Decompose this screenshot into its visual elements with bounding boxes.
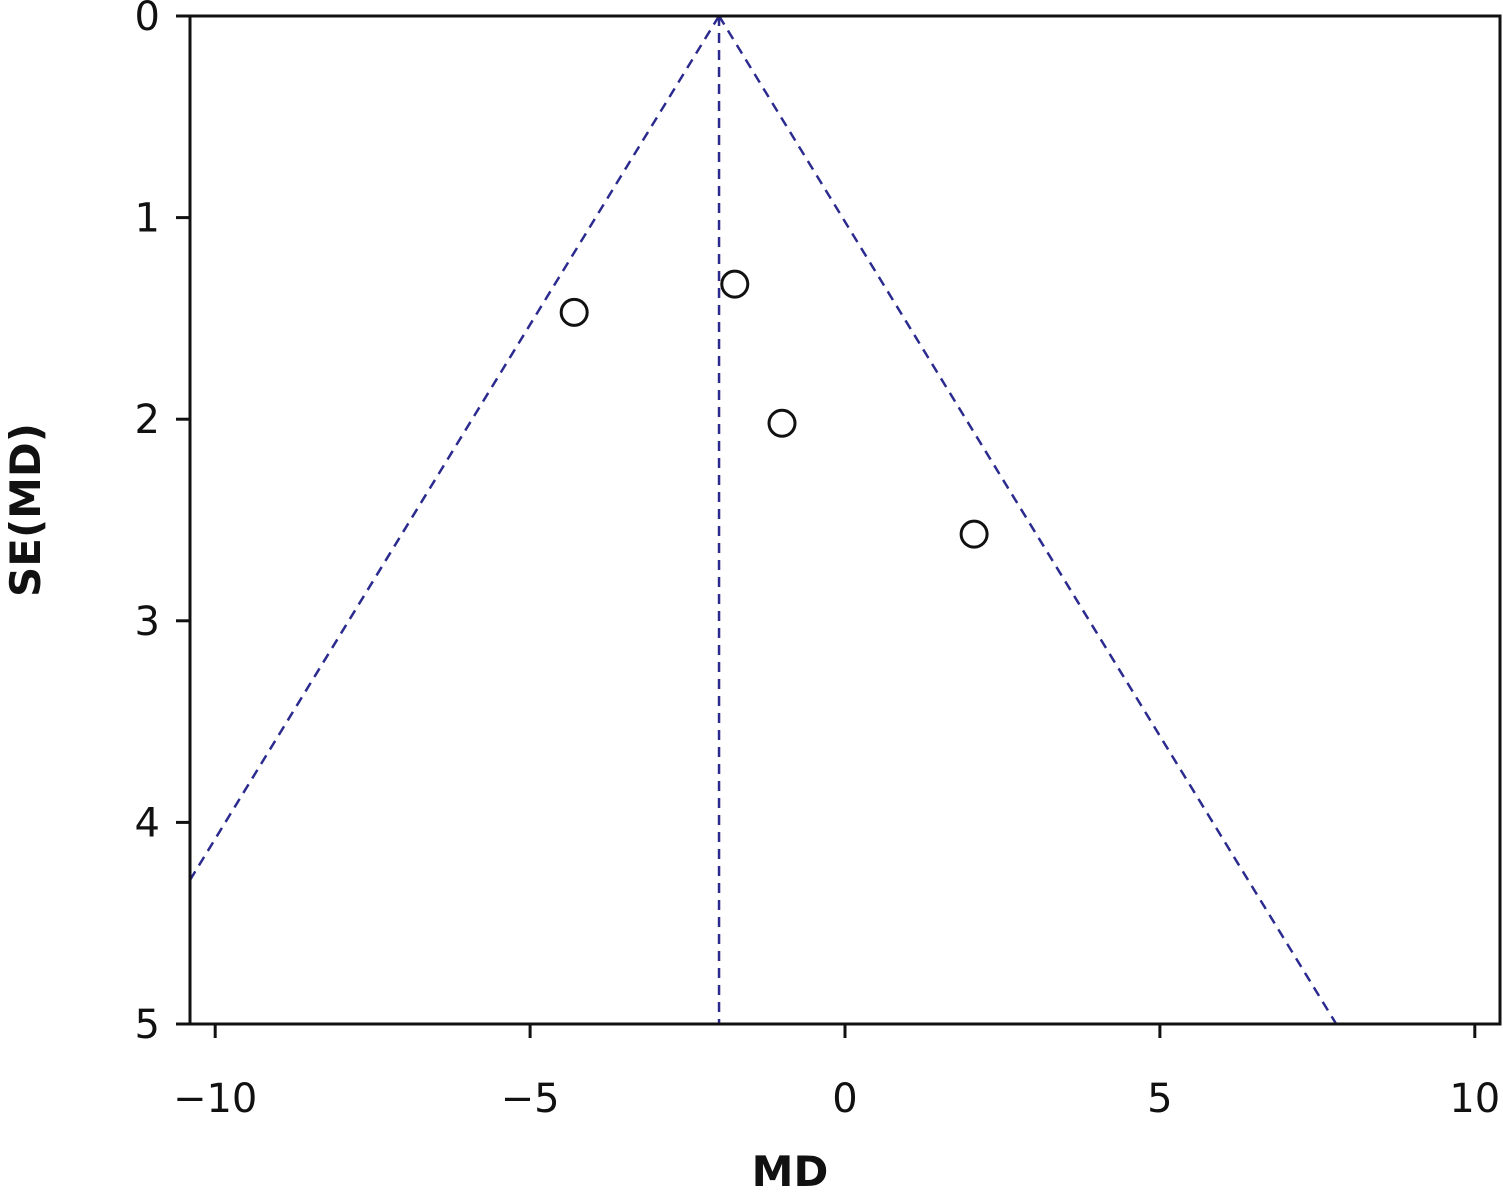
x-tick-label: 5 bbox=[1147, 1076, 1172, 1122]
x-tick-label: −10 bbox=[173, 1076, 257, 1122]
x-axis: −10 −5 0 5 10 bbox=[173, 1024, 1500, 1122]
y-tick-label: 0 bbox=[135, 0, 160, 40]
x-tick-label: 0 bbox=[832, 1076, 857, 1122]
funnel-left-limit bbox=[190, 16, 721, 883]
funnel-right-limit bbox=[717, 16, 1338, 1024]
y-tick-label: 4 bbox=[135, 800, 160, 846]
plot-area-frame bbox=[188, 14, 1502, 1026]
y-tick-label: 2 bbox=[135, 397, 160, 443]
y-axis-title: SE(MD) bbox=[1, 423, 50, 597]
x-tick-label: −5 bbox=[501, 1076, 560, 1122]
y-tick-label: 1 bbox=[135, 196, 160, 242]
y-tick-label: 3 bbox=[135, 599, 160, 645]
x-tick-label: 10 bbox=[1449, 1076, 1500, 1122]
x-axis-title: MD bbox=[752, 1147, 829, 1193]
study-point bbox=[767, 408, 797, 438]
study-point bbox=[720, 269, 750, 299]
data-points bbox=[559, 269, 989, 549]
study-point bbox=[559, 297, 589, 327]
study-point bbox=[959, 519, 989, 549]
funnel-lines bbox=[190, 16, 1338, 1024]
y-axis: 0 1 2 3 4 5 bbox=[135, 0, 190, 1048]
y-tick-label: 5 bbox=[135, 1002, 160, 1048]
